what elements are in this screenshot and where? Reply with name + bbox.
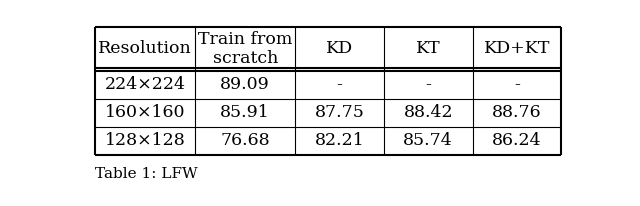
Text: Resolution: Resolution (98, 40, 192, 57)
Text: 160×160: 160×160 (105, 104, 185, 121)
Text: -: - (426, 76, 431, 93)
Text: 85.91: 85.91 (220, 104, 270, 121)
Text: 88.42: 88.42 (403, 104, 453, 121)
Text: KD: KD (326, 40, 353, 57)
Text: 88.76: 88.76 (492, 104, 541, 121)
Text: Table 1: LFW: Table 1: LFW (95, 167, 198, 181)
Text: Train from
scratch: Train from scratch (198, 30, 292, 67)
Text: KT: KT (416, 40, 440, 57)
Text: 85.74: 85.74 (403, 132, 453, 149)
Text: 89.09: 89.09 (220, 76, 270, 93)
Text: 128×128: 128×128 (104, 132, 186, 149)
Text: -: - (514, 76, 520, 93)
Text: 82.21: 82.21 (315, 132, 365, 149)
Text: 86.24: 86.24 (492, 132, 541, 149)
Text: KD+KT: KD+KT (484, 40, 550, 57)
Text: 87.75: 87.75 (315, 104, 365, 121)
Text: 224×224: 224×224 (104, 76, 186, 93)
Text: 76.68: 76.68 (220, 132, 270, 149)
Text: -: - (337, 76, 342, 93)
